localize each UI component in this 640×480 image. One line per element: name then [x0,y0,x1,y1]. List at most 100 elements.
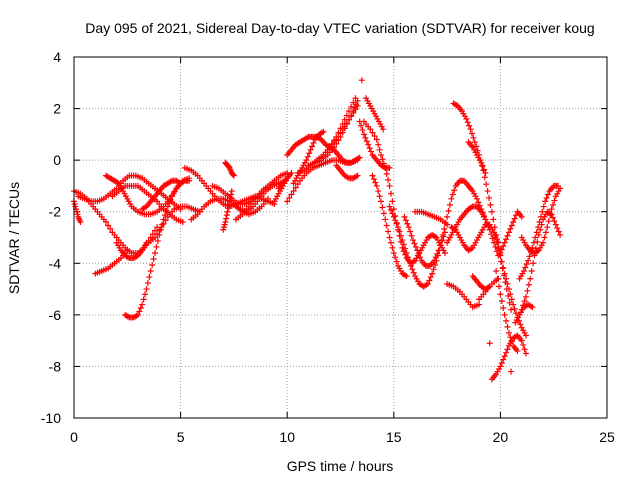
data-point [431,257,438,264]
data-point [497,249,504,256]
data-point [339,127,346,134]
data-point [444,221,451,228]
x-tick-label: 25 [599,429,615,445]
data-point [429,270,436,277]
data-point [486,194,493,201]
data-point [303,157,310,164]
data-point [537,226,544,233]
data-point [136,308,143,315]
data-point [503,349,510,356]
data-point [77,219,84,226]
data-point [343,120,350,127]
data-point [545,218,552,225]
data-point [358,122,365,129]
data-point [520,341,527,348]
data-point [395,224,402,231]
data-point [506,299,513,306]
data-point [385,176,392,183]
data-point [389,210,396,217]
data-point [147,268,154,275]
data-point [498,258,505,265]
data-point [503,286,510,293]
data-point [288,170,295,177]
data-point [479,163,486,170]
data-point [488,208,495,215]
data-point [375,141,382,148]
series-arc36 [444,280,483,311]
data-point [435,247,442,254]
data-point [290,188,297,195]
data-point [390,206,397,213]
data-point [386,182,393,189]
data-point [360,131,367,138]
data-point [500,272,507,279]
series-arc47 [508,368,515,375]
data-point [504,232,511,239]
data-point [492,234,499,241]
data-point [369,172,376,179]
y-tick-label: -8 [49,358,62,374]
series-arc25 [316,102,361,164]
data-point [386,203,393,210]
data-point [493,268,500,275]
data-point [409,266,416,273]
data-point [378,151,385,158]
series-arc17 [233,170,291,223]
data-point [464,119,471,126]
data-point [404,220,411,227]
series-arc31 [369,172,410,280]
data-point [385,228,392,235]
data-point [530,239,537,246]
series-arc39 [465,139,489,177]
data-point [309,143,316,150]
data-point [552,221,559,228]
data-point [491,229,498,236]
data-point [380,126,387,133]
data-point [373,136,380,143]
data-point [354,102,361,109]
chart-title: Day 095 of 2021, Sidereal Day-to-day VTE… [85,20,594,36]
series-arc15 [220,188,235,233]
data-point [490,216,497,223]
data-point [382,216,389,223]
data-point [341,123,348,130]
data-point [415,250,422,257]
y-axis-label: SDTVAR / TECUs [6,182,22,294]
data-point [105,222,112,229]
data-point [545,191,552,198]
data-point [529,304,536,311]
data-point [380,160,387,167]
data-point [390,213,397,220]
data-point [500,304,507,311]
data-point [543,194,550,201]
data-point [354,97,361,104]
data-point [555,228,562,235]
series-arc44 [493,268,521,354]
data-point [445,207,452,214]
data-point [441,225,448,232]
data-point [142,291,149,298]
data-point [124,247,131,254]
x-tick-label: 15 [386,429,402,445]
data-point [508,222,515,229]
data-point [491,224,498,231]
data-point [158,224,165,231]
series-arc8 [122,177,193,321]
series-arc19 [275,175,291,192]
data-point [522,293,529,300]
data-point [508,296,515,303]
data-point [535,231,542,238]
data-point [223,215,230,222]
data-point [522,350,529,357]
series-arc35 [444,203,502,259]
data-point [403,249,410,256]
data-point [449,191,456,198]
series-arc37 [448,221,502,254]
data-point [528,268,535,275]
data-point [230,172,237,179]
series-arc2 [71,198,84,226]
y-tick-label: 2 [53,101,61,117]
data-point [179,219,186,226]
data-point [417,254,424,261]
data-point [359,127,366,134]
